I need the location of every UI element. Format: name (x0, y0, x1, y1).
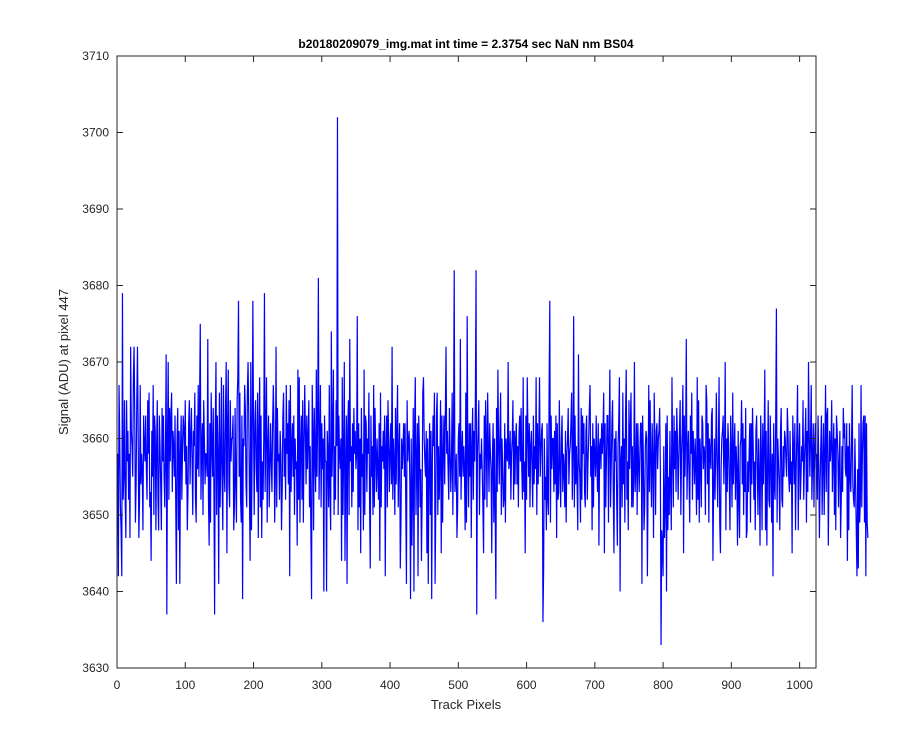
x-axis-label: Track Pixels (431, 697, 502, 712)
data-layer (117, 117, 869, 646)
x-tick-label: 400 (380, 678, 400, 692)
x-tick-label: 500 (448, 678, 468, 692)
y-tick-label: 3710 (82, 49, 109, 63)
x-tick-label: 600 (517, 678, 537, 692)
x-axis: 0 100 200 300 400 500 600 700 800 900 1000 (114, 56, 813, 692)
x-tick-label: 1000 (786, 678, 813, 692)
x-tick-label: 200 (244, 678, 264, 692)
y-tick-label: 3630 (82, 661, 109, 675)
y-tick-label: 3660 (82, 432, 109, 446)
chart-title: b20180209079_img.mat int time = 2.3754 s… (298, 37, 634, 51)
x-tick-label: 0 (114, 678, 121, 692)
y-tick-label: 3670 (82, 355, 109, 369)
x-tick-label: 900 (721, 678, 741, 692)
y-tick-label: 3650 (82, 508, 109, 522)
series-line-0 (117, 117, 869, 646)
x-tick-label: 300 (312, 678, 332, 692)
y-tick-label: 3680 (82, 279, 109, 293)
x-tick-label: 700 (585, 678, 605, 692)
y-tick-label: 3700 (82, 126, 109, 140)
y-axis-label: Signal (ADU) at pixel 447 (56, 289, 71, 435)
y-tick-label: 3690 (82, 202, 109, 216)
x-tick-label: 800 (653, 678, 673, 692)
y-tick-label: 3640 (82, 585, 109, 599)
x-tick-label: 100 (175, 678, 195, 692)
y-axis: 3630 3640 3650 3660 3670 3680 3690 3700 3710 (82, 49, 816, 675)
